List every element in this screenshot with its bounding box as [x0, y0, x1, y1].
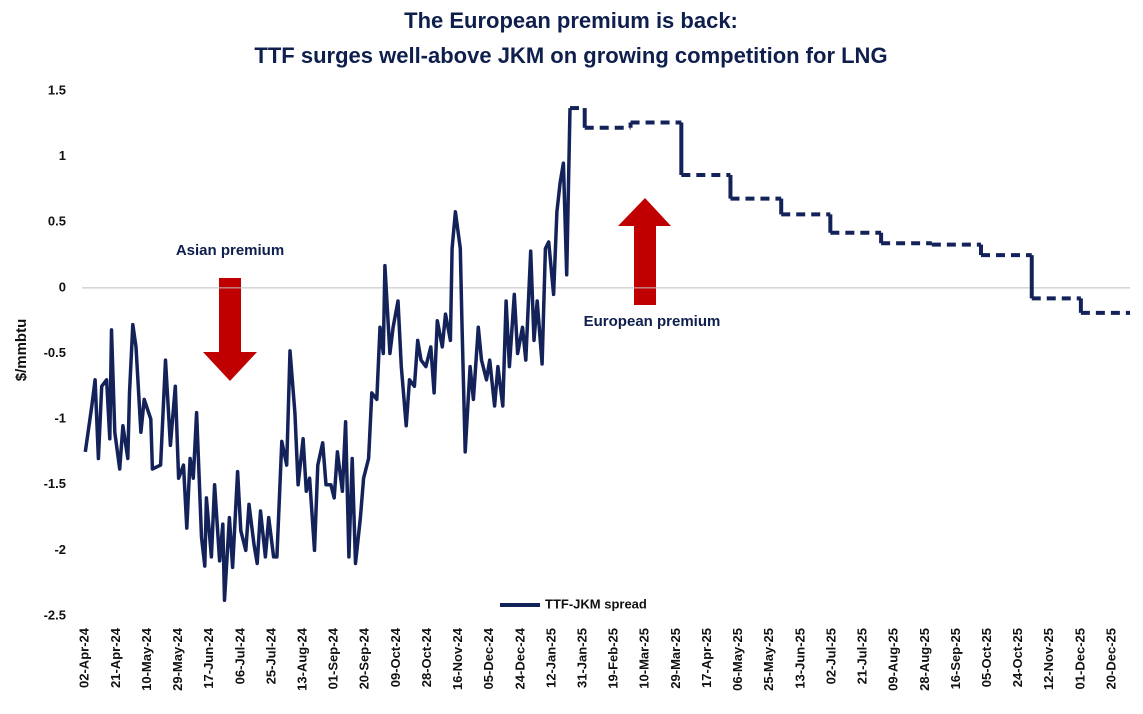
x-tick-label: 20-Sep-24 — [357, 627, 372, 689]
x-tick-label: 21-Apr-24 — [108, 627, 123, 688]
x-tick-label: 29-May-24 — [170, 627, 185, 691]
annotation: Asian premium — [176, 242, 284, 259]
x-tick-label: 17-Apr-25 — [699, 628, 714, 688]
x-tick-label: 16-Nov-24 — [450, 627, 465, 690]
x-tick-label: 13-Jun-25 — [792, 628, 807, 689]
x-tick-label: 06-May-25 — [730, 628, 745, 691]
y-tick-label: -1.5 — [44, 476, 66, 491]
y-axis-label: $/mmbtu — [13, 319, 30, 382]
x-tick-label: 31-Jan-25 — [575, 628, 590, 688]
down-arrow — [203, 278, 257, 381]
x-tick-label: 17-Jun-24 — [201, 627, 216, 688]
y-tick-label: -1 — [54, 411, 66, 426]
x-tick-label: 12-Nov-25 — [1041, 628, 1056, 690]
x-tick-label: 25-Jul-24 — [263, 627, 278, 684]
y-tick-label: -2 — [54, 542, 66, 557]
y-tick-label: -2.5 — [44, 607, 66, 622]
x-tick-label: 01-Dec-25 — [1072, 628, 1087, 689]
x-tick-label: 28-Aug-25 — [917, 628, 932, 691]
y-tick-label: 1 — [59, 148, 66, 163]
x-tick-label: 05-Oct-25 — [979, 628, 994, 687]
x-tick-label: 28-Oct-24 — [419, 627, 434, 687]
chart-title: The European premium is back: — [404, 8, 738, 33]
up-arrow — [618, 198, 671, 305]
y-tick-label: 1.5 — [48, 82, 66, 97]
x-tick-label: 20-Dec-25 — [1103, 628, 1118, 689]
x-tick-label: 25-May-25 — [761, 628, 776, 691]
x-tick-label: 06-Jul-24 — [232, 627, 247, 684]
y-tick-label: 0 — [59, 279, 66, 294]
x-tick-label: 02-Apr-24 — [77, 627, 92, 688]
annotation: European premium — [584, 313, 721, 330]
legend-label: TTF-JKM spread — [545, 596, 647, 611]
x-tick-label: 19-Feb-25 — [606, 628, 621, 689]
x-tick-label: 21-Jul-25 — [855, 628, 870, 684]
x-tick-label: 13-Aug-24 — [295, 627, 310, 691]
x-tick-label: 10-Mar-25 — [637, 628, 652, 689]
x-tick-label: 24-Oct-25 — [1010, 628, 1025, 687]
series-line — [83, 108, 572, 603]
x-tick-label: 10-May-24 — [139, 627, 154, 691]
x-tick-label: 16-Sep-25 — [948, 628, 963, 689]
y-tick-label: -0.5 — [44, 345, 66, 360]
x-tick-label: 05-Dec-24 — [481, 627, 496, 689]
chart-title: TTF surges well-above JKM on growing com… — [254, 43, 887, 68]
x-tick-label: 09-Aug-25 — [886, 628, 901, 691]
x-tick-label: 02-Jul-25 — [823, 628, 838, 684]
x-tick-label: 29-Mar-25 — [668, 628, 683, 689]
x-tick-label: 12-Jan-25 — [543, 628, 558, 688]
x-tick-label: 24-Dec-24 — [512, 627, 527, 689]
x-tick-label: 01-Sep-24 — [326, 627, 341, 689]
y-tick-label: 0.5 — [48, 214, 66, 229]
x-tick-label: 09-Oct-24 — [388, 627, 403, 687]
